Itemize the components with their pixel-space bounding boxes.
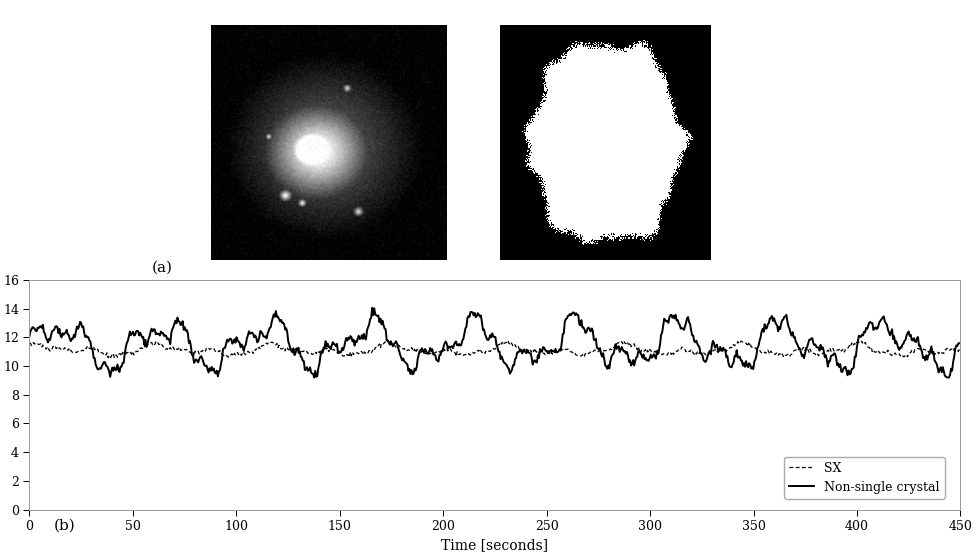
SX: [267, 339, 278, 346]
SX: [955, 346, 966, 353]
Legend: SX, Non-single crystal: SX, Non-single crystal: [784, 456, 945, 499]
Text: (a): (a): [152, 260, 172, 274]
Non-single crystal: [423, 348, 435, 355]
Non-single crystal: [688, 338, 700, 344]
Non-single crystal: [727, 361, 739, 368]
Line: Non-single crystal: Non-single crystal: [29, 308, 960, 377]
Non-single crystal: [125, 332, 137, 339]
Non-single crystal: [309, 374, 320, 381]
Non-single crystal: [829, 351, 841, 357]
SX: [126, 352, 138, 359]
Non-single crystal: [955, 340, 966, 347]
SX: [727, 342, 739, 348]
Text: (b): (b): [54, 518, 75, 532]
Line: SX: SX: [29, 340, 960, 358]
X-axis label: Time [seconds]: Time [seconds]: [441, 539, 549, 553]
Non-single crystal: [367, 305, 378, 311]
SX: [688, 351, 700, 358]
SX: [24, 340, 35, 347]
Non-single crystal: [24, 333, 35, 340]
SX: [109, 354, 121, 361]
SX: [829, 348, 841, 354]
SX: [502, 337, 514, 344]
SX: [422, 350, 434, 357]
Non-single crystal: [266, 319, 277, 325]
